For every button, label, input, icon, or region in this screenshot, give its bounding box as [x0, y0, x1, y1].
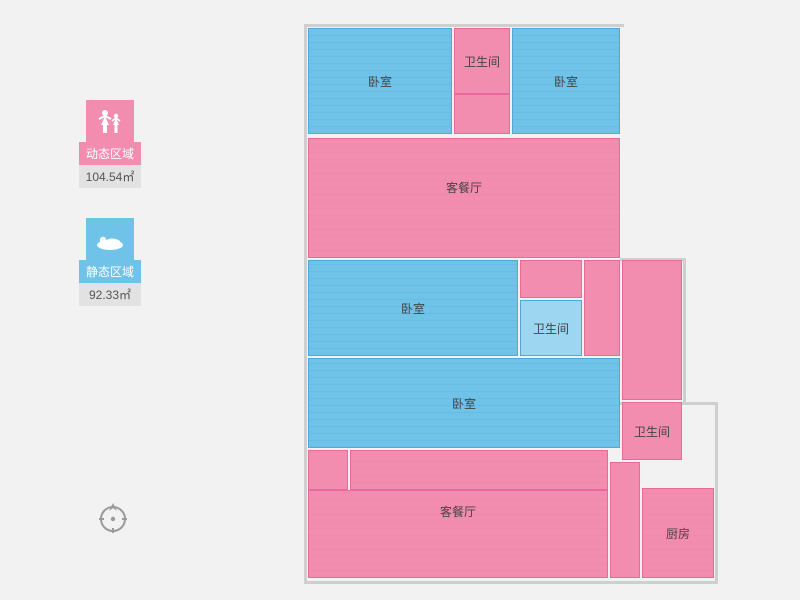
room-bath2: 卫生间 — [520, 300, 582, 356]
room-label: 厨房 — [666, 525, 690, 542]
room-label: 卫生间 — [464, 53, 500, 70]
floor-plan: 卧室卫生间卧室客餐厅卧室卫生间卧室卫生间客餐厅厨房 — [300, 20, 720, 585]
room-label: 客餐厅 — [440, 503, 476, 520]
sleep-icon — [86, 218, 134, 260]
room-label: 卫生间 — [634, 423, 670, 440]
room-corridor1 — [584, 260, 620, 356]
room-bath1_lower — [454, 94, 510, 134]
room-bath1: 卫生间 — [454, 28, 510, 94]
room-label: 卧室 — [368, 73, 392, 90]
legend-dynamic: 动态区域 104.54㎡ — [75, 100, 145, 188]
room-label: 卫生间 — [533, 320, 569, 337]
room-living2b — [350, 450, 608, 490]
room-living2: 客餐厅 — [308, 490, 608, 578]
room-bedroom3: 卧室 — [308, 260, 518, 356]
legend: 动态区域 104.54㎡ 静态区域 92.33㎡ — [75, 100, 145, 336]
legend-static-value: 92.33㎡ — [79, 283, 141, 306]
legend-static: 静态区域 92.33㎡ — [75, 218, 145, 306]
room-label: 客餐厅 — [446, 179, 482, 196]
people-icon — [86, 100, 134, 142]
compass-icon — [96, 500, 130, 534]
room-living1: 客餐厅 — [308, 138, 620, 258]
room-corridor2 — [622, 260, 682, 400]
room-label: 卧室 — [554, 73, 578, 90]
legend-dynamic-value: 104.54㎡ — [79, 165, 141, 188]
room-corridor0 — [520, 260, 582, 298]
room-bedroom1: 卧室 — [308, 28, 452, 134]
room-kitchen_hall — [610, 462, 640, 578]
room-bedroom2: 卧室 — [512, 28, 620, 134]
room-bath3: 卫生间 — [622, 402, 682, 460]
room-gap_left — [308, 450, 348, 490]
room-label: 卧室 — [401, 300, 425, 317]
legend-dynamic-title: 动态区域 — [79, 142, 141, 165]
room-label: 卧室 — [452, 395, 476, 412]
room-bedroom4: 卧室 — [308, 358, 620, 448]
legend-static-title: 静态区域 — [79, 260, 141, 283]
room-kitchen: 厨房 — [642, 488, 714, 578]
